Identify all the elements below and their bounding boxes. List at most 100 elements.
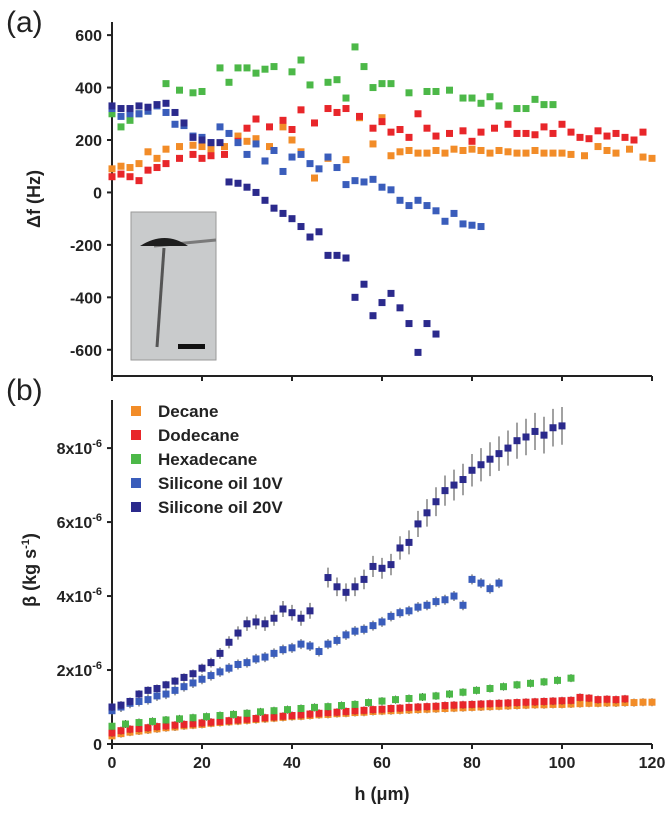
data-point <box>117 701 125 709</box>
data-point <box>234 629 242 637</box>
y-tick-label: -200 <box>70 238 102 255</box>
data-point <box>414 520 422 528</box>
data-point <box>468 466 476 474</box>
panel-a: (a) 600 400 200 0 -200 -400 -600 Δf (Hz) <box>6 6 656 381</box>
data-point <box>108 722 116 730</box>
y-tick-label: 4x10-6 <box>57 586 102 606</box>
data-point <box>243 150 251 158</box>
data-point <box>369 140 377 148</box>
data-point <box>612 149 620 157</box>
data-point <box>126 173 134 181</box>
data-point <box>261 196 269 204</box>
data-point <box>144 686 152 694</box>
data-point <box>225 129 233 137</box>
panel-b-label: (b) <box>6 374 43 407</box>
legend-swatch <box>131 478 141 488</box>
data-point <box>279 116 287 124</box>
legend-label: Dodecane <box>158 426 239 445</box>
y-tick: 2x10-6 <box>57 660 112 680</box>
y-tick-label: 0 <box>93 737 102 754</box>
data-point <box>270 649 278 657</box>
data-point <box>144 148 152 156</box>
data-point <box>522 129 530 137</box>
data-point <box>495 146 503 154</box>
data-point <box>297 56 305 64</box>
data-point <box>621 695 629 703</box>
data-point <box>189 141 197 149</box>
data-point <box>243 183 251 191</box>
x-tick-label: 80 <box>463 755 481 772</box>
data-point <box>270 707 278 715</box>
y-tick: 4x10-6 <box>57 586 112 606</box>
data-point <box>405 703 413 711</box>
data-point <box>225 638 233 646</box>
data-point <box>576 700 584 708</box>
panel-a-y-ticks: 600 400 200 0 -200 -400 -600 <box>70 28 112 360</box>
data-point <box>189 720 197 728</box>
data-point <box>477 579 485 587</box>
y-tick-label: -600 <box>70 343 102 360</box>
data-point <box>162 80 170 88</box>
data-point <box>387 289 395 297</box>
data-point <box>567 674 575 682</box>
data-point <box>144 103 152 111</box>
data-point <box>198 136 206 144</box>
data-point <box>216 717 224 725</box>
data-point <box>324 251 332 259</box>
data-point <box>504 444 512 452</box>
data-point <box>513 105 521 113</box>
data-point <box>540 149 548 157</box>
data-point <box>135 690 143 698</box>
legend-label: Silicone oil 10V <box>158 474 283 493</box>
data-point <box>369 84 377 92</box>
data-point <box>315 648 323 656</box>
data-point <box>486 93 494 101</box>
data-point <box>369 312 377 320</box>
data-point <box>324 709 332 717</box>
data-point <box>257 708 264 716</box>
data-point <box>306 233 314 241</box>
data-point <box>207 145 215 153</box>
data-point <box>405 89 413 97</box>
y-tick-label: 400 <box>75 81 102 98</box>
data-point <box>342 105 350 113</box>
data-point <box>297 704 305 712</box>
data-point <box>306 710 314 718</box>
data-point <box>270 204 278 212</box>
data-point <box>369 175 377 183</box>
data-point <box>324 574 332 582</box>
data-point <box>315 228 323 236</box>
data-point <box>153 692 161 700</box>
data-point <box>405 320 413 328</box>
data-point <box>153 101 161 109</box>
legend-item-silicone-oil-20v: Silicone oil 20V <box>131 498 283 517</box>
data-point <box>266 123 273 131</box>
data-point <box>162 681 170 689</box>
data-point <box>338 702 345 710</box>
data-point <box>432 330 440 338</box>
data-point <box>558 120 566 128</box>
data-point <box>153 723 161 731</box>
data-point <box>522 149 530 157</box>
data-point <box>135 102 143 110</box>
data-point <box>414 110 422 118</box>
data-point <box>531 95 539 103</box>
data-point <box>477 128 485 136</box>
data-point <box>189 714 197 722</box>
data-point <box>252 135 260 143</box>
data-point <box>198 87 206 95</box>
data-point <box>459 94 467 102</box>
legend-item-dodecane: Dodecane <box>131 426 239 445</box>
data-point <box>108 703 116 711</box>
panel-a-label: (a) <box>6 6 43 39</box>
data-point <box>171 686 179 694</box>
panel-a-y-label: Δf (Hz) <box>24 170 44 228</box>
y-tick: -600 <box>70 343 112 360</box>
data-point <box>531 131 539 139</box>
data-point <box>279 123 287 131</box>
data-point <box>405 695 413 703</box>
series-silicone-oil-20v <box>108 99 440 356</box>
data-point <box>207 659 215 667</box>
data-point <box>639 153 647 161</box>
